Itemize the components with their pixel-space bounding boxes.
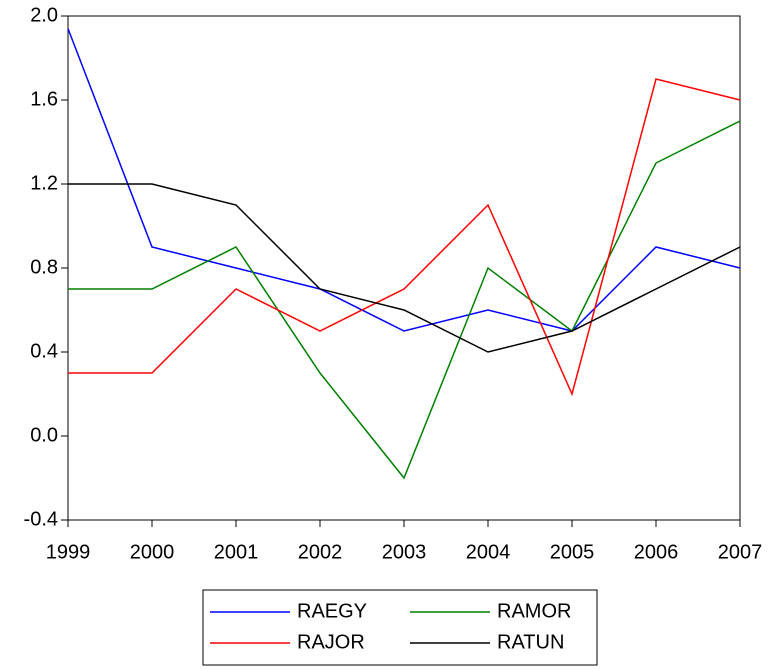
x-tick-label: 2004 (466, 541, 511, 563)
y-tick-label: 0.0 (30, 424, 58, 446)
x-tick-label: 2007 (718, 541, 763, 563)
series-line (68, 183, 741, 353)
y-tick-label: 1.6 (30, 88, 58, 110)
x-tick-label: 2006 (634, 541, 679, 563)
y-tick-label: -0.4 (24, 508, 58, 530)
x-tick-label: 2002 (298, 541, 343, 563)
legend-label: RAJOR (297, 631, 365, 653)
x-tick-label: 2005 (550, 541, 595, 563)
legend-label: RAEGY (297, 600, 367, 622)
plot-frame (67, 15, 741, 521)
legend-box (202, 589, 598, 666)
y-tick-label: 0.8 (30, 256, 58, 278)
x-tick-label: 2000 (130, 541, 175, 563)
y-tick-label: 0.4 (30, 340, 58, 362)
x-tick-label: 2003 (382, 541, 427, 563)
x-tick-label: 1999 (46, 541, 91, 563)
series-line (68, 78, 741, 397)
x-tick-label: 2001 (214, 541, 259, 563)
y-tick-label: 2.0 (30, 4, 58, 26)
legend-label: RAMOR (497, 600, 571, 622)
series-line (68, 120, 741, 480)
legend-label: RATUN (497, 631, 564, 653)
series-line (67, 28, 741, 332)
y-tick-label: 1.2 (30, 172, 58, 194)
